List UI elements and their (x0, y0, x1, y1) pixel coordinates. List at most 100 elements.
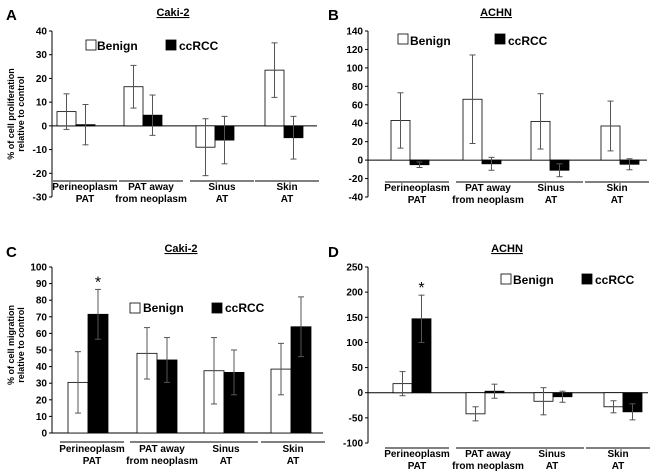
panel-c-y-tick-label: 80 (36, 296, 48, 307)
panel-b-y-tick-label: 100 (346, 63, 363, 74)
panel-c-y-tick-label: 0 (41, 429, 47, 440)
panel-a-y-axis-label: % of cell proliferation (6, 68, 16, 160)
panel-a-legend-swatch-benign (85, 39, 97, 51)
panel-d-legend-label-benign: Benign (513, 273, 554, 287)
panel-c-significance-marker: * (95, 274, 101, 291)
panel-b-category-label: AT (545, 195, 558, 206)
panel-a-category-label: PAT (76, 194, 95, 205)
panel-c-category-label: Skin (282, 444, 303, 455)
panel-d-category-label: AT (612, 461, 625, 472)
panel-d-legend-label-ccrcc: ccRCC (595, 273, 635, 287)
panel-b-y-tick-label: 60 (352, 100, 364, 111)
panel-a-category-label: AT (216, 194, 229, 205)
panel-c-legend-swatch-benign (129, 302, 141, 314)
panel-b-legend-swatch-ccrcc (494, 33, 506, 45)
panel-c-y-tick-label: 20 (36, 395, 48, 406)
panel-c-y-tick-label: 60 (36, 329, 48, 340)
panel-b-legend-label-benign: Benign (410, 34, 451, 48)
panel-a-y-tick-label: -30 (33, 193, 48, 204)
panel-a-y-tick-label: -20 (33, 169, 48, 180)
panel-a-category-label: Sinus (208, 182, 236, 193)
panel-d-y-tick-label: 250 (346, 263, 363, 274)
panel-a-category-label: AT (281, 194, 294, 205)
panel-a-legend-swatch-ccrcc (165, 39, 177, 51)
panel-b-category-label: from neoplasm (452, 195, 524, 206)
panel-c-y-tick-label: 10 (36, 412, 48, 423)
panel-c-y-axis-label: relative to control (16, 307, 26, 383)
panel-a-letter: A (6, 7, 17, 24)
panel-d-category-label: PAT away (465, 449, 511, 460)
panel-a-y-tick-label: 40 (36, 27, 48, 38)
panel-d-y-tick-label: 50 (352, 363, 364, 374)
panel-c-category-label: Sinus (212, 444, 240, 455)
panel-c-letter: C (6, 244, 17, 261)
panel-b-category-label: PAT (408, 195, 427, 206)
panel-c-y-tick-label: 90 (36, 279, 48, 290)
panel-d-y-tick-label: 200 (346, 288, 363, 299)
panel-d-legend-swatch-ccrcc (581, 273, 593, 285)
panel-b-legend-swatch-benign (397, 33, 409, 45)
panel-d-category-label: AT (546, 461, 559, 472)
panel-c-title: Caki-2 (164, 243, 197, 255)
panel-b-y-tick-label: 0 (357, 156, 363, 167)
panel-b-category-label: Perineoplasm (384, 183, 450, 194)
panel-a-category-label: PAT away (128, 182, 174, 193)
panel-c-category-label: PAT away (139, 444, 185, 455)
panel-d-y-tick-label: 0 (357, 388, 363, 399)
panel-d-letter: D (328, 244, 339, 261)
panel-b-category-label: PAT away (465, 183, 511, 194)
panel-c-y-tick-label: 30 (36, 379, 48, 390)
panel-a-y-tick-label: -10 (33, 145, 48, 156)
panel-a-y-axis-label: relative to control (16, 76, 26, 152)
panel-b-legend-label-ccrcc: ccRCC (508, 34, 548, 48)
panel-d-y-tick-label: 150 (346, 313, 363, 324)
panel-a-y-tick-label: 10 (36, 98, 48, 109)
panel-b-category-label: Skin (606, 183, 627, 194)
panel-c-category-label: from neoplasm (126, 456, 198, 467)
panel-d-title: ACHN (491, 243, 523, 255)
panel-c-y-tick-label: 100 (30, 263, 47, 274)
panel-c-y-tick-label: 40 (36, 362, 48, 373)
panel-d-y-tick-label: -50 (349, 413, 364, 424)
panel-d-category-label: Perineoplasm (384, 449, 450, 460)
panel-a-title: Caki-2 (156, 7, 189, 19)
panel-a-legend-label-ccrcc: ccRCC (179, 39, 219, 53)
panel-c-category-label: AT (287, 456, 300, 467)
panel-b-y-tick-label: -20 (349, 174, 364, 185)
panel-c-category-label: PAT (83, 456, 102, 467)
panel-c-category-label: AT (220, 456, 233, 467)
panel-c-y-tick-label: 50 (36, 346, 48, 357)
panel-d-category-label: from neoplasm (452, 461, 524, 472)
panel-a-y-tick-label: 0 (41, 121, 47, 132)
panel-b-y-tick-label: -40 (349, 193, 364, 204)
panel-d-category-label: Sinus (538, 449, 566, 460)
panel-c-y-tick-label: 70 (36, 312, 48, 323)
panel-a-category-label: Skin (276, 182, 297, 193)
panel-d-category-label: Skin (607, 449, 628, 460)
panel-c-legend-swatch-ccrcc (211, 302, 223, 314)
panel-d-legend-swatch-benign (500, 273, 512, 285)
panel-c-category-label: Perineoplasm (59, 444, 125, 455)
panel-b-category-label: AT (611, 195, 624, 206)
panel-b-y-tick-label: 80 (352, 82, 364, 93)
panel-b-letter: B (328, 7, 339, 24)
panel-d-significance-marker: * (418, 280, 424, 297)
panel-b-y-tick-label: 140 (346, 27, 363, 38)
panel-b-y-tick-label: 120 (346, 45, 363, 56)
panel-b-y-tick-label: 20 (352, 137, 364, 148)
panel-a-category-label: from neoplasm (115, 194, 187, 205)
panel-a-y-tick-label: 20 (36, 74, 48, 85)
panel-c-legend-label-benign: Benign (143, 301, 184, 315)
panel-a-y-tick-label: 30 (36, 50, 48, 61)
panel-a-legend-label-benign: Benign (97, 39, 138, 53)
panel-a-category-label: Perineoplasm (52, 182, 118, 193)
panel-b-title: ACHN (480, 7, 512, 19)
panel-c-y-axis-label: % of cell migration (6, 305, 16, 385)
panel-d-category-label: PAT (408, 461, 427, 472)
panel-d-y-tick-label: -100 (343, 439, 363, 450)
panel-b-y-tick-label: 40 (352, 119, 364, 130)
panel-c-legend-label-ccrcc: ccRCC (225, 301, 265, 315)
panel-b-category-label: Sinus (537, 183, 565, 194)
panel-d-y-tick-label: 100 (346, 338, 363, 349)
